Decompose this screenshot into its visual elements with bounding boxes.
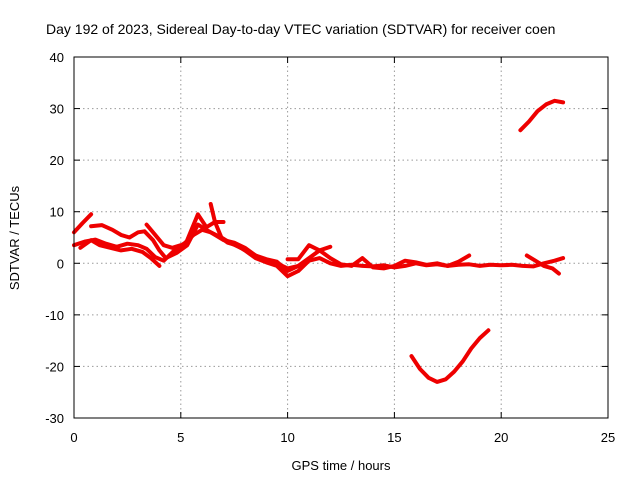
chart-title: Day 192 of 2023, Sidereal Day-to-day VTE… bbox=[46, 21, 555, 37]
series-line-trace-6 bbox=[185, 212, 226, 243]
y-tick-label: 40 bbox=[50, 50, 64, 65]
series-line-trace-5 bbox=[144, 222, 183, 250]
y-tick-label: -10 bbox=[45, 308, 64, 323]
y-tick-label: -20 bbox=[45, 359, 64, 374]
series-line-trace-1 bbox=[72, 212, 94, 235]
x-axis-label: GPS time / hours bbox=[292, 458, 391, 473]
series-line-trace-9 bbox=[285, 243, 472, 271]
series-line-trace-8 bbox=[253, 253, 566, 271]
tick-layer: 0 5 10 15 20 25 -30 -20 -10 0 10 20 30 40 bbox=[45, 50, 615, 445]
series-line-trace-7 bbox=[208, 202, 243, 250]
series-line-trace-12 bbox=[518, 98, 566, 133]
y-tick-label: -30 bbox=[45, 411, 64, 426]
y-tick-label: 10 bbox=[50, 205, 64, 220]
series-line-trace-10 bbox=[524, 253, 561, 276]
series-line-trace-4 bbox=[78, 238, 162, 268]
series-line-trace-11 bbox=[409, 328, 491, 384]
y-axis-label: SDTVAR / TECUs bbox=[7, 185, 22, 290]
grid-layer bbox=[74, 57, 608, 418]
plot-frame bbox=[73, 56, 609, 419]
y-tick-label: 30 bbox=[50, 102, 64, 117]
x-tick-label: 5 bbox=[177, 430, 184, 445]
x-tick-label: 25 bbox=[601, 430, 615, 445]
y-tick-label: 20 bbox=[50, 153, 64, 168]
y-tick-label: 0 bbox=[57, 256, 64, 271]
x-tick-label: 10 bbox=[280, 430, 294, 445]
series-layer bbox=[72, 98, 566, 384]
x-tick-label: 15 bbox=[387, 430, 401, 445]
x-tick-label: 20 bbox=[494, 430, 508, 445]
x-tick-label: 0 bbox=[70, 430, 77, 445]
